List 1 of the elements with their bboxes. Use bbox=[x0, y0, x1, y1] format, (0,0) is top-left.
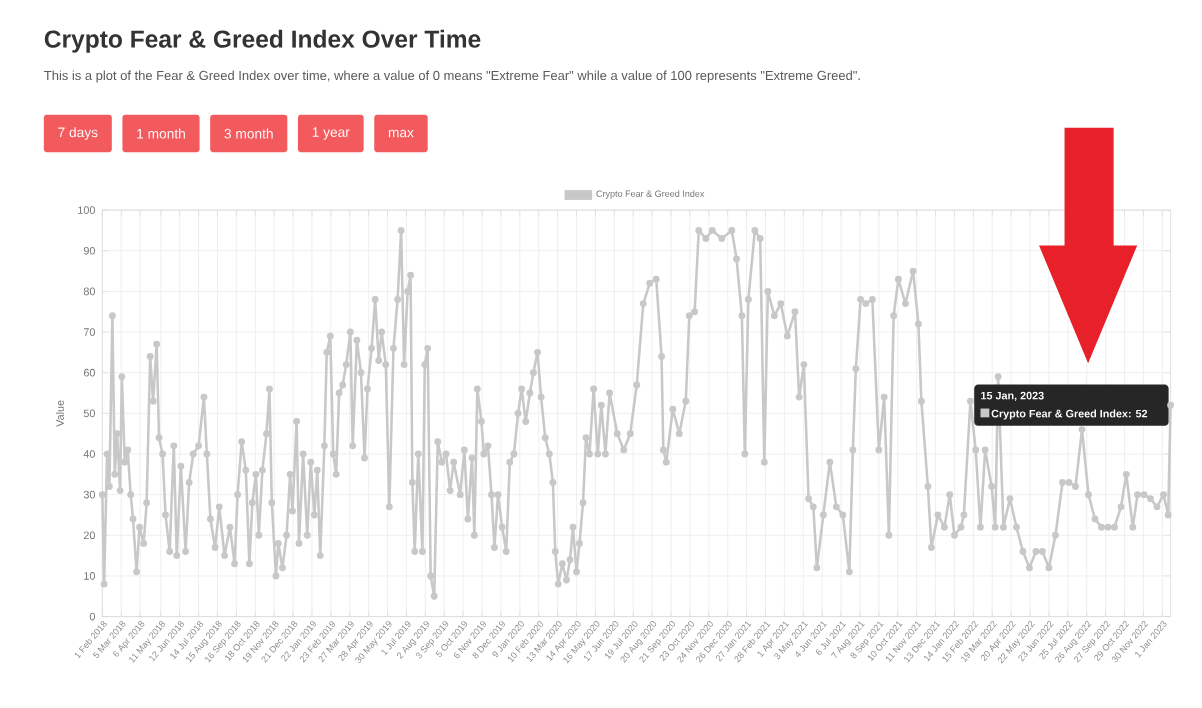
chart-title: Crypto Fear & Greed Index Over Time bbox=[44, 29, 481, 53]
